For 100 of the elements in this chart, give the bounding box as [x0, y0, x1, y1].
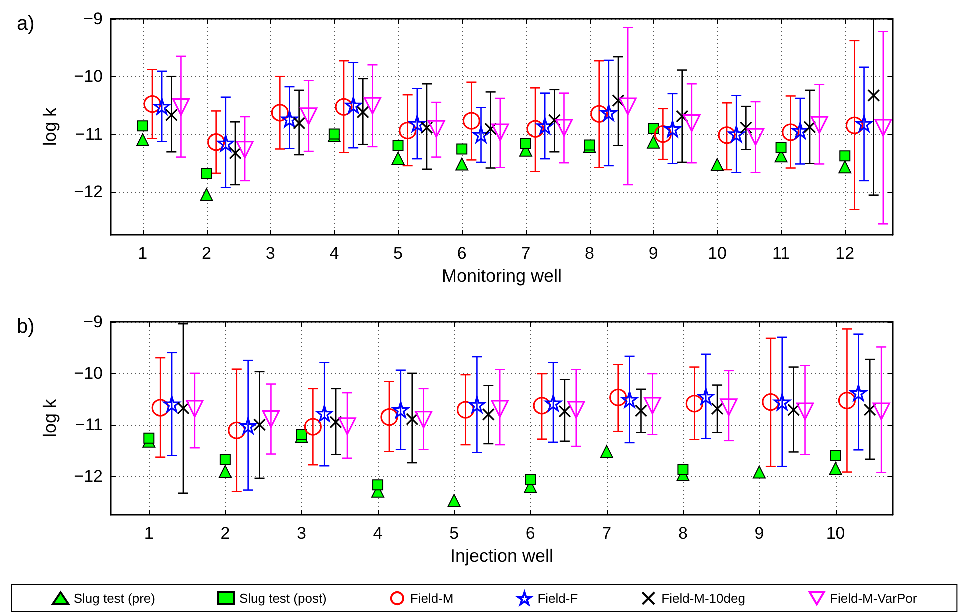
point: [558, 405, 572, 418]
y-tick-label: −12: [74, 182, 103, 202]
point: [492, 124, 510, 142]
point: [281, 110, 298, 128]
y-tick-label: −10: [74, 67, 103, 86]
x-tick-label: 2: [202, 244, 212, 264]
point: [776, 142, 787, 154]
point: [253, 418, 266, 432]
point: [335, 98, 353, 116]
x-tick-label: 4: [373, 524, 383, 543]
point: [165, 108, 178, 122]
point: [600, 445, 614, 458]
point: [409, 116, 426, 132]
point: [137, 120, 148, 132]
point: [555, 119, 574, 137]
point: [154, 98, 170, 115]
point: [720, 398, 738, 416]
point: [520, 138, 532, 149]
point: [316, 405, 333, 422]
point: [830, 450, 842, 462]
y-tick-label: −10: [74, 364, 103, 383]
x-tick-label: 5: [450, 524, 460, 543]
point: [856, 116, 873, 132]
point: [740, 122, 752, 134]
point: [788, 404, 800, 416]
point: [710, 158, 724, 172]
point: [144, 432, 155, 444]
legend-label: Field-F: [538, 591, 578, 606]
point: [545, 395, 562, 412]
x-tick-label: 3: [266, 244, 276, 264]
point: [600, 104, 618, 122]
point: [144, 95, 162, 114]
point: [462, 112, 480, 130]
y-axis-title: log k: [40, 398, 60, 438]
point: [482, 408, 495, 421]
x-tick-label: 7: [602, 524, 612, 543]
point: [676, 110, 689, 123]
point: [634, 404, 648, 418]
point: [218, 135, 234, 152]
point: [864, 404, 876, 416]
point: [548, 114, 561, 127]
point: [296, 429, 308, 440]
point: [484, 122, 498, 136]
x-tick-label: 4: [330, 244, 340, 264]
point: [338, 418, 356, 436]
point: [456, 401, 475, 419]
x-tick-label: 1: [138, 244, 148, 264]
point: [472, 126, 490, 144]
point: [186, 400, 204, 418]
x-tick-label: 6: [526, 524, 536, 543]
point: [711, 402, 724, 416]
point: [364, 97, 382, 115]
point: [850, 384, 867, 402]
point: [590, 105, 608, 123]
point: [792, 122, 809, 140]
point: [372, 480, 384, 491]
point: [568, 401, 586, 419]
x-tick-label: 6: [457, 244, 467, 264]
x-tick-label: 3: [296, 524, 306, 543]
point: [840, 150, 851, 162]
point: [228, 422, 246, 440]
point: [752, 466, 766, 479]
point: [536, 118, 554, 134]
y-tick-label: −11: [75, 415, 103, 434]
point: [654, 125, 672, 144]
point: [533, 397, 551, 415]
legend-label: Field-M: [410, 591, 454, 606]
y-tick-label: −12: [74, 466, 103, 486]
x-tick-label: 11: [772, 244, 790, 264]
point: [399, 122, 417, 140]
point: [846, 116, 864, 134]
x-tick-label: 5: [394, 244, 403, 264]
legend-label: Slug test (post): [239, 591, 327, 606]
point: [208, 134, 226, 152]
point: [683, 114, 701, 132]
x-tick-label: 9: [648, 244, 658, 264]
point: [240, 418, 257, 434]
point: [330, 416, 342, 429]
point: [300, 108, 318, 126]
x-tick-label: 7: [521, 244, 531, 264]
point: [686, 395, 704, 413]
legend-label: Field-M-VarPor: [830, 591, 918, 606]
point: [612, 94, 625, 108]
point: [525, 474, 536, 486]
point: [868, 89, 880, 102]
legend-label: Field-M-10deg: [662, 591, 746, 606]
point: [796, 402, 814, 420]
legend-label: Slug test (pre): [74, 591, 156, 606]
point: [829, 462, 842, 476]
point: [621, 391, 638, 408]
x-axis-title: Injection well: [450, 546, 554, 566]
x-tick-label: 9: [754, 524, 764, 543]
x-axis-title: Monitoring well: [442, 266, 562, 286]
point: [664, 120, 682, 138]
point: [619, 98, 637, 116]
point: [644, 397, 662, 415]
point: [838, 160, 852, 174]
x-tick-label: 1: [144, 524, 154, 543]
point: [392, 152, 405, 165]
point: [804, 121, 816, 134]
